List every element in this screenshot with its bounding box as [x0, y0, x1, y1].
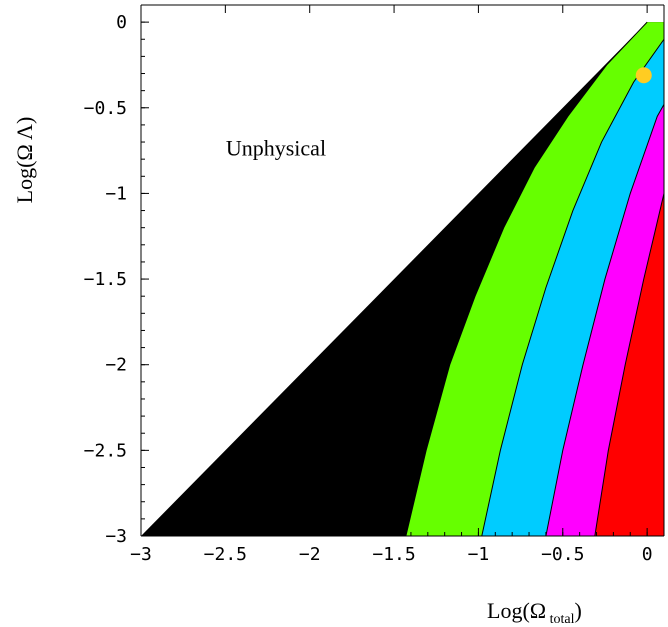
curve-last [594, 193, 664, 536]
ticks-layer: −3 −2.5 −2 −1.5 −1 −0.5 0 0 −0.5 −1 −1.5 −2 −2.5 −3 [84, 5, 653, 565]
x-tick-label: −2.5 [204, 544, 247, 565]
y-tick-label: −3 [105, 526, 127, 547]
y-axis-label: Log(Ω Λ) [12, 117, 37, 204]
x-tick-label: −0.5 [541, 544, 584, 565]
x-tick-label: −3 [130, 544, 152, 565]
curve-2 [481, 38, 664, 536]
x-tick-label: 0 [642, 544, 653, 565]
y-tick-label: −1 [105, 183, 127, 204]
x-tick-label: −1.5 [372, 544, 415, 565]
y-tick-label: −0.5 [84, 98, 127, 119]
labels-layer: Log(Ω total) Log(Ω Λ) Unphysical No structu… [12, 117, 582, 627]
curve-3 [545, 104, 664, 536]
region-final [594, 193, 664, 536]
x-axis-label: Log(Ω total) [487, 598, 582, 627]
regions-layer [141, 21, 664, 536]
annotation-unphysical: Unphysical [226, 136, 326, 161]
y-tick-label: −1.5 [84, 269, 127, 290]
curve-1 [405, 21, 648, 536]
y-tick-label: −2 [105, 355, 127, 376]
y-tick-label: −2.5 [84, 440, 127, 461]
y-tick-label: 0 [116, 12, 127, 33]
markers-layer [635, 67, 652, 84]
axes-layer [140, 4, 665, 537]
annotation-no-structure: No structure [255, 447, 364, 472]
x-tick-label: −1 [468, 544, 490, 565]
observed-point-marker [635, 67, 652, 84]
x-tick-label: −2 [299, 544, 321, 565]
